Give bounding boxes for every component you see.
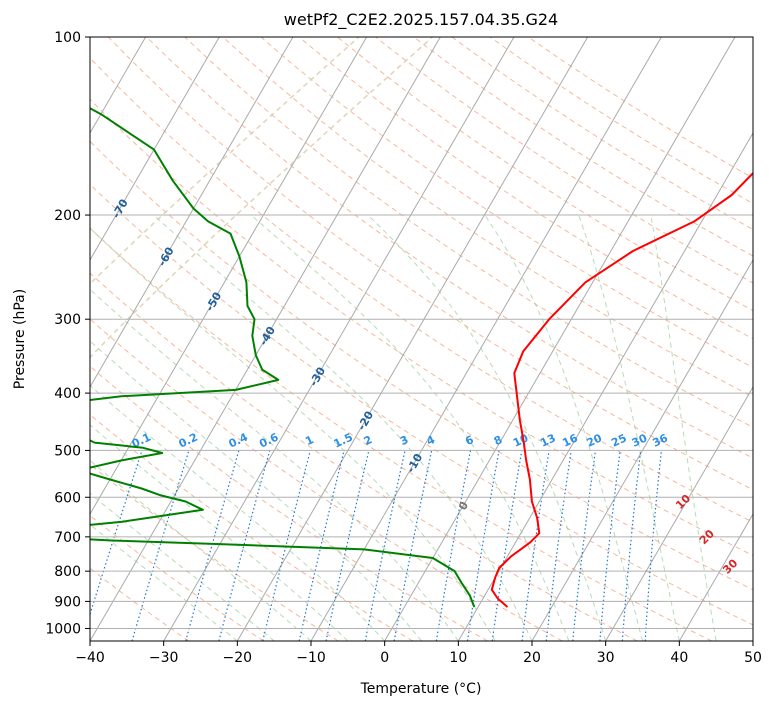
x-tick-label: 0 — [380, 650, 389, 666]
moist-adiabat-line — [367, 214, 607, 641]
y-tick-label: 1000 — [45, 621, 81, 637]
mixing-ratio-label: 13 — [538, 432, 557, 450]
x-tick-label: 30 — [597, 650, 615, 666]
x-tick-label: 20 — [523, 650, 541, 666]
isotherm-label: -80 — [61, 154, 82, 178]
dewpoint-profile-line — [90, 107, 476, 608]
y-tick-label: 200 — [54, 208, 81, 224]
mixing-ratio-line — [545, 450, 572, 641]
y-tick-label: 500 — [54, 443, 81, 459]
dry-adiabat-line — [90, 365, 488, 641]
mixing-ratio-label: 20 — [585, 431, 605, 449]
y-tick-label: 600 — [54, 490, 81, 506]
mixing-ratio-line — [298, 450, 345, 641]
dry-adiabat-line — [337, 37, 753, 312]
mixing-ratio-line — [131, 450, 190, 641]
moist-adiabat-line — [90, 384, 386, 641]
moist-adiabat-line — [90, 37, 433, 359]
x-tick-label: 50 — [744, 650, 762, 666]
temperature-profile-line — [490, 171, 753, 608]
background-lines — [0, 37, 753, 641]
x-tick-label: −30 — [149, 650, 179, 666]
isotherm-line — [531, 258, 753, 641]
y-tick-label: 100 — [54, 30, 81, 46]
isotherm-line — [90, 37, 368, 515]
y-tick-label: 400 — [54, 386, 81, 402]
x-tick-label: 40 — [670, 650, 688, 666]
x-axis-ticks: −40 −30 −20 −10 0 10 20 30 40 50 — [75, 641, 762, 666]
moist-adiabat-line — [90, 424, 349, 641]
moist-adiabat-line — [90, 459, 312, 641]
moist-adiabat-line — [650, 214, 717, 641]
isotherm-line — [605, 385, 753, 641]
sounding-profiles — [90, 107, 753, 608]
dry-adiabat-line — [260, 37, 753, 369]
y-tick-label: 700 — [54, 530, 81, 546]
plot-background — [90, 37, 753, 641]
dry-adiabat-line — [90, 272, 638, 641]
mixing-ratio-label: 36 — [651, 431, 671, 449]
moist-adiabat-line — [90, 288, 459, 641]
dry-adiabat-line — [90, 227, 712, 641]
dry-adiabat-line — [90, 318, 563, 641]
dry-adiabat-line — [90, 57, 753, 523]
mixing-ratio-line — [466, 450, 500, 641]
mixing-ratio-line — [599, 450, 621, 641]
dry-adiabat-label: 40 — [751, 586, 771, 606]
x-tick-label: −10 — [296, 650, 326, 666]
isotherm-line — [90, 37, 294, 388]
x-tick-label: −20 — [223, 650, 253, 666]
isotherm-line — [678, 512, 753, 641]
plot-frame — [89, 36, 754, 642]
mixing-ratio-line — [262, 450, 311, 641]
y-tick-label: 800 — [54, 564, 81, 580]
x-tick-label: 10 — [449, 650, 467, 666]
isotherm-line — [236, 37, 589, 641]
mixing-ratio-label: 10 — [511, 431, 531, 449]
dry-adiabat-line — [90, 567, 190, 641]
moist-adiabat-line — [90, 37, 360, 285]
mixing-ratio-line — [572, 450, 597, 641]
mixing-ratio-line — [218, 450, 271, 641]
y-axis-ticks: 100 200 300 400 500 600 700 800 900 1000 — [45, 30, 90, 637]
moist-adiabat-line — [90, 227, 496, 641]
chart-title: wetPf2_C2E2.2025.157.04.35.G24 — [284, 10, 558, 30]
isotherm-line — [457, 131, 753, 641]
isotherm-line — [0, 37, 72, 641]
moist-adiabat-line — [90, 340, 422, 641]
y-axis-title: Pressure (hPa) — [12, 289, 28, 389]
moist-adiabat-line — [484, 214, 643, 641]
mixing-ratio-label: 16 — [560, 431, 580, 449]
mixing-ratio-label: 30 — [630, 431, 650, 449]
y-tick-label: 300 — [54, 312, 81, 328]
mixing-ratio-line — [185, 450, 240, 641]
mixing-ratio-line — [521, 450, 550, 641]
mixing-ratio-line — [491, 450, 523, 641]
dry-adiabat-line — [184, 37, 753, 428]
moist-adiabat-line — [153, 214, 533, 641]
isotherm-line — [384, 37, 736, 641]
isotherm-line — [90, 37, 441, 641]
y-tick-label: 900 — [54, 594, 81, 610]
dry-adiabat-line — [90, 140, 753, 591]
isotherm-label: -90 — [17, 102, 38, 126]
isotherm-line — [90, 37, 220, 261]
dry-adiabat-line — [90, 514, 264, 641]
isotherm-line — [310, 37, 662, 641]
moist-adiabat-line — [578, 214, 680, 641]
mixing-ratio-label: 25 — [609, 432, 628, 450]
isotherm-line — [163, 37, 515, 641]
x-tick-label: −40 — [75, 650, 105, 666]
isotherm-line — [752, 640, 753, 641]
dry-adiabat-line — [108, 37, 753, 491]
x-axis-title: Temperature (°C) — [360, 681, 482, 697]
